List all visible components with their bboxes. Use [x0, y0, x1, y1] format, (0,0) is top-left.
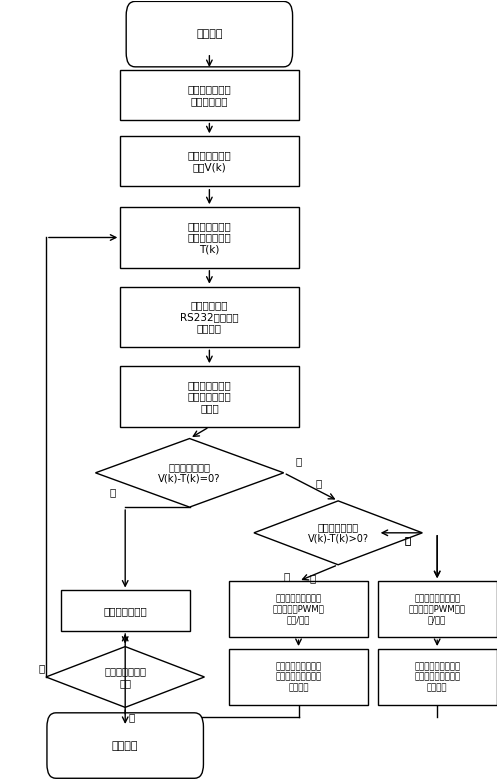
Text: 张力信号通过
RS232串口传送
至单片机: 张力信号通过 RS232串口传送 至单片机	[180, 300, 239, 334]
Text: 是否有人为停止
信号: 是否有人为停止 信号	[104, 666, 146, 688]
Text: 否: 否	[295, 456, 302, 466]
Text: 否: 否	[39, 663, 45, 673]
Text: 电动机停止转动: 电动机停止转动	[103, 606, 147, 615]
Text: 单片机计算差值
V(k)-T(k)>0?: 单片机计算差值 V(k)-T(k)>0?	[308, 522, 369, 543]
Text: 单片机调整定时器初
始值，改变PWM占空
比/频率: 单片机调整定时器初 始值，改变PWM占空 比/频率	[409, 594, 466, 624]
Text: 人为设置张力目
标值V(k): 人为设置张力目 标值V(k)	[188, 150, 231, 172]
FancyBboxPatch shape	[229, 649, 368, 705]
Text: 系统启动: 系统启动	[196, 29, 223, 39]
FancyBboxPatch shape	[126, 2, 293, 66]
Text: 否: 否	[315, 478, 321, 488]
FancyBboxPatch shape	[61, 590, 190, 631]
Polygon shape	[46, 647, 205, 708]
Text: 是: 是	[128, 712, 135, 722]
FancyBboxPatch shape	[120, 70, 298, 120]
Text: 单片机通过驱动芯片
输出电流，驱动直流
电机正转: 单片机通过驱动芯片 输出电流，驱动直流 电机正转	[275, 662, 322, 692]
Text: 单片机通过驱动芯片
输出电流，驱动直流
电机反转: 单片机通过驱动芯片 输出电流，驱动直流 电机反转	[414, 662, 460, 692]
Text: 显示屏显示当前
张力值及电机转
动状态: 显示屏显示当前 张力值及电机转 动状态	[188, 380, 231, 413]
Text: 否: 否	[404, 536, 410, 546]
FancyBboxPatch shape	[378, 581, 497, 637]
Polygon shape	[254, 500, 422, 565]
FancyBboxPatch shape	[47, 713, 204, 778]
Text: 单片机与拉力传
感器握手通讯: 单片机与拉力传 感器握手通讯	[188, 84, 231, 106]
FancyBboxPatch shape	[229, 581, 368, 637]
Text: 是: 是	[283, 572, 289, 582]
FancyBboxPatch shape	[120, 286, 298, 347]
Text: 单片机计算差值
V(k)-T(k)=0?: 单片机计算差值 V(k)-T(k)=0?	[158, 462, 221, 483]
FancyBboxPatch shape	[378, 649, 497, 705]
Text: 是: 是	[110, 487, 116, 497]
FancyBboxPatch shape	[120, 136, 298, 186]
Polygon shape	[96, 439, 284, 507]
Text: 是: 是	[309, 573, 316, 583]
Text: 拉力传感器实时
采集当前张力值
T(k): 拉力传感器实时 采集当前张力值 T(k)	[188, 221, 231, 254]
FancyBboxPatch shape	[120, 207, 298, 268]
FancyBboxPatch shape	[120, 366, 298, 427]
Text: 否: 否	[404, 536, 410, 546]
Text: 单片机调整定时器初
始值，改变PWM占
空比/频率: 单片机调整定时器初 始值，改变PWM占 空比/频率	[272, 594, 325, 624]
Text: 系统结束: 系统结束	[112, 741, 138, 751]
